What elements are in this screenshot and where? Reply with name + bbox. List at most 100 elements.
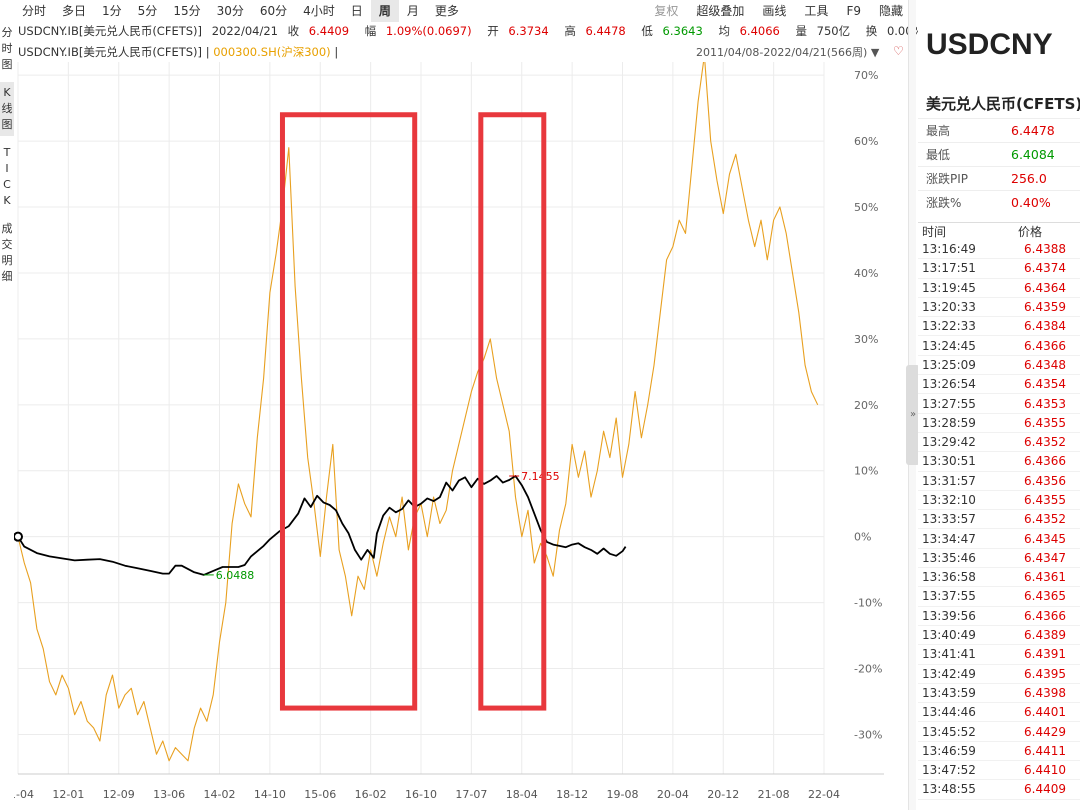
left-tab[interactable]: 分时图 bbox=[1, 26, 13, 71]
stat-label: 涨跌% bbox=[926, 196, 962, 210]
tick-row[interactable]: 13:47:52 6.4410 bbox=[918, 761, 1080, 781]
tick-row[interactable]: 13:16:49 6.4388 bbox=[918, 240, 1080, 260]
tick-row[interactable]: 13:35:46 6.4347 bbox=[918, 549, 1080, 569]
period-tab[interactable]: 更多 bbox=[434, 4, 459, 18]
tick-time: 13:30:51 bbox=[922, 454, 976, 469]
tick-price: 6.4411 bbox=[1024, 743, 1066, 758]
tick-row[interactable]: 13:42:49 6.4395 bbox=[918, 665, 1080, 684]
tick-price: 6.4353 bbox=[1024, 396, 1066, 411]
tick-row[interactable]: 13:20:33 6.4359 bbox=[918, 298, 1080, 318]
tick-time: 13:47:52 bbox=[922, 763, 976, 778]
tick-row[interactable]: 13:30:51 6.4366 bbox=[918, 452, 1080, 472]
hide-button[interactable]: 隐藏 bbox=[878, 4, 903, 18]
tick-row[interactable]: 13:41:41 6.4391 bbox=[918, 645, 1080, 665]
tick-row[interactable]: 13:45:52 6.4429 bbox=[918, 722, 1080, 742]
tick-time: 13:17:51 bbox=[922, 261, 976, 276]
period-tab[interactable]: 60分 bbox=[259, 4, 288, 18]
tick-time: 13:34:47 bbox=[922, 531, 976, 546]
stat-label: 最低 bbox=[926, 148, 951, 162]
y-tick-label: 40% bbox=[854, 267, 878, 280]
x-tick-label: 17-07 bbox=[455, 788, 487, 801]
tick-list[interactable]: 13:16:49 6.4388 13:17:51 6.4374 13:19:45 6.43… bbox=[918, 240, 1080, 800]
period-tab[interactable]: 5分 bbox=[137, 4, 158, 18]
tick-row[interactable]: 13:44:46 6.4401 bbox=[918, 703, 1080, 723]
tick-time: 13:32:10 bbox=[922, 493, 976, 507]
tick-row[interactable]: 13:39:56 6.4366 bbox=[918, 607, 1080, 626]
quote-info-line: USDCNY.IB[美元兑人民币(CFETS)] 2022/04/21 收 6.… bbox=[18, 23, 935, 39]
y-tick-label: 0% bbox=[854, 531, 871, 544]
y-tick-label: 60% bbox=[854, 135, 878, 148]
tick-price: 6.4352 bbox=[1024, 435, 1066, 450]
tick-row[interactable]: 13:33:57 6.4352 bbox=[918, 510, 1080, 530]
highlight-box bbox=[478, 112, 547, 711]
draw-line-button[interactable]: 画线 bbox=[762, 4, 787, 18]
stat-row: 涨跌% 0.40% bbox=[918, 190, 1080, 214]
tick-row[interactable]: 13:22:33 6.4384 bbox=[918, 317, 1080, 337]
tick-price: 6.4348 bbox=[1024, 357, 1066, 372]
period-tab[interactable]: 15分 bbox=[173, 4, 201, 18]
period-tab[interactable]: 周 bbox=[370, 0, 399, 22]
tick-price: 6.4395 bbox=[1024, 666, 1066, 681]
period-tab[interactable]: 1分 bbox=[102, 4, 122, 18]
collapse-handle-icon[interactable]: » bbox=[906, 365, 920, 465]
tick-time: 13:25:09 bbox=[922, 357, 976, 372]
f9-button[interactable]: F9 bbox=[846, 4, 861, 18]
tick-row[interactable]: 13:32:10 6.4355 bbox=[918, 491, 1080, 511]
csi300-series-line bbox=[17, 62, 819, 762]
period-tab[interactable]: 多日 bbox=[62, 4, 87, 18]
tick-time: 13:35:46 bbox=[922, 550, 976, 565]
tick-time: 13:31:57 bbox=[922, 473, 976, 488]
tick-time: 13:39:56 bbox=[922, 608, 976, 623]
tools-button[interactable]: 工具 bbox=[804, 4, 829, 18]
restore-button[interactable]: 复权 bbox=[654, 4, 679, 18]
period-tab[interactable]: 月 bbox=[406, 4, 419, 18]
tick-row[interactable]: 13:36:58 6.4361 bbox=[918, 568, 1080, 588]
tick-time: 13:20:33 bbox=[922, 300, 976, 315]
stat-label: 涨跌PIP bbox=[926, 172, 969, 186]
dropdown-triangle-icon[interactable]: ▼ bbox=[870, 46, 880, 59]
tick-row[interactable]: 13:27:55 6.4353 bbox=[918, 394, 1080, 414]
y-tick-label: -30% bbox=[854, 728, 882, 741]
tick-row[interactable]: 13:37:55 6.4365 bbox=[918, 587, 1080, 607]
tick-row[interactable]: 13:25:09 6.4348 bbox=[918, 356, 1080, 376]
period-tab[interactable]: 4小时 bbox=[303, 4, 335, 18]
tick-time: 13:37:55 bbox=[922, 589, 976, 604]
period-tab[interactable]: 30分 bbox=[216, 4, 244, 18]
tick-row[interactable]: 13:34:47 6.4345 bbox=[918, 529, 1080, 549]
date-range[interactable]: 2011/04/08-2022/04/21(566周) ▼ bbox=[696, 44, 879, 60]
overlay-info-line: USDCNY.IB[美元兑人民币(CFETS)] | 000300.SH(沪深3… bbox=[18, 44, 338, 60]
tick-price: 6.4355 bbox=[1024, 493, 1066, 507]
favorite-heart-icon[interactable]: ♡ bbox=[893, 44, 904, 58]
left-tab[interactable]: 成交明细 bbox=[1, 222, 13, 283]
tick-row[interactable]: 13:29:42 6.4352 bbox=[918, 433, 1080, 453]
tick-row[interactable]: 13:48:55 6.4409 bbox=[918, 780, 1080, 800]
tick-row[interactable]: 13:31:57 6.4356 bbox=[918, 472, 1080, 491]
high-value: 6.4478 bbox=[585, 24, 626, 38]
compare-series-name[interactable]: 000300.SH(沪深300) bbox=[213, 45, 331, 59]
x-tick-label: 15-06 bbox=[304, 788, 336, 801]
tick-price: 6.4366 bbox=[1024, 608, 1066, 623]
tick-row[interactable]: 13:40:49 6.4389 bbox=[918, 626, 1080, 646]
tick-time: 13:24:45 bbox=[922, 338, 976, 353]
tick-row[interactable]: 13:26:54 6.4354 bbox=[918, 375, 1080, 395]
period-tab[interactable]: 日 bbox=[350, 4, 363, 18]
main-series-name: USDCNY.IB[美元兑人民币(CFETS)] bbox=[18, 45, 203, 59]
period-tab[interactable]: 分时 bbox=[22, 4, 47, 18]
tick-row[interactable]: 13:17:51 6.4374 bbox=[918, 259, 1080, 279]
date-range-text: 2011/04/08-2022/04/21(566周) bbox=[696, 46, 868, 59]
x-tick-label: 13-06 bbox=[153, 788, 185, 801]
tick-row[interactable]: 13:43:59 6.4398 bbox=[918, 684, 1080, 704]
instrument-name: USDCNY.IB[美元兑人民币(CFETS)] bbox=[18, 24, 203, 38]
extreme-value-annotation: 6.0488 bbox=[216, 569, 255, 582]
tick-price: 6.4384 bbox=[1024, 319, 1066, 334]
tick-row[interactable]: 13:46:59 6.4411 bbox=[918, 742, 1080, 762]
tick-row[interactable]: 13:19:45 6.4364 bbox=[918, 279, 1080, 298]
quote-side-panel: USDCNY 美元兑人民币(CFETS) 最高 6.4478 最低 6.4084 涨跌P… bbox=[918, 0, 1080, 810]
comparison-line-chart[interactable]: 70% 60% 50% 40% 30% 20% 10% 0% -10% -20% -30% 11-04… bbox=[14, 62, 904, 810]
overlay-button[interactable]: 超级叠加 bbox=[696, 4, 745, 18]
tick-row[interactable]: 13:24:45 6.4366 bbox=[918, 336, 1080, 356]
tick-row[interactable]: 13:28:59 6.4355 bbox=[918, 414, 1080, 433]
